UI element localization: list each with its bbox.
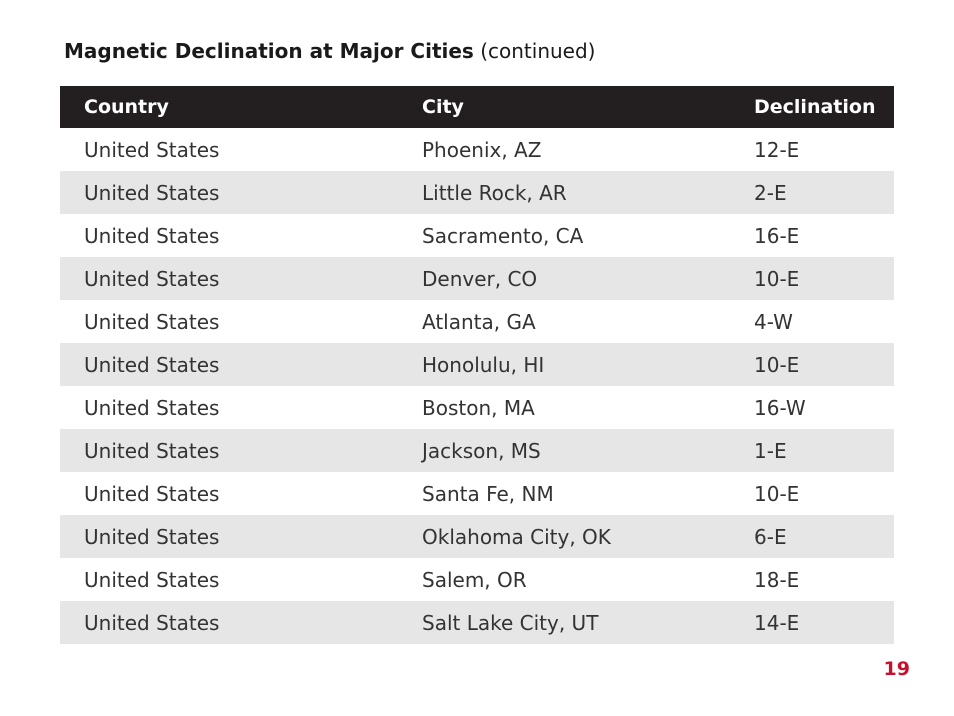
table-row: United States Salt Lake City, UT 14-E: [60, 601, 894, 644]
cell-country: United States: [84, 610, 220, 635]
cell-country: United States: [84, 438, 220, 463]
cell-declination: 14-E: [754, 610, 800, 635]
cell-declination: 18-E: [754, 567, 800, 592]
cell-country: United States: [84, 223, 220, 248]
declination-table: Country City Declination United States P…: [60, 86, 894, 644]
cell-city: Boston, MA: [422, 395, 535, 420]
heading-title: Magnetic Declination at Major Cities: [64, 39, 474, 63]
table-row: United States Jackson, MS 1-E: [60, 429, 894, 472]
table-row: United States Honolulu, HI 10-E: [60, 343, 894, 386]
cell-country: United States: [84, 524, 220, 549]
header-country: Country: [84, 96, 169, 118]
cell-country: United States: [84, 180, 220, 205]
heading-suffix: (continued): [480, 39, 596, 63]
header-declination: Declination: [754, 96, 876, 118]
cell-country: United States: [84, 395, 220, 420]
cell-city: Little Rock, AR: [422, 180, 567, 205]
cell-declination: 6-E: [754, 524, 787, 549]
table-row: United States Boston, MA 16-W: [60, 386, 894, 429]
cell-city: Santa Fe, NM: [422, 481, 554, 506]
cell-declination: 10-E: [754, 481, 800, 506]
cell-city: Atlanta, GA: [422, 309, 536, 334]
cell-country: United States: [84, 352, 220, 377]
table-row: United States Phoenix, AZ 12-E: [60, 128, 894, 171]
cell-country: United States: [84, 567, 220, 592]
header-city: City: [422, 96, 464, 118]
cell-city: Jackson, MS: [422, 438, 541, 463]
table-row: United States Denver, CO 10-E: [60, 257, 894, 300]
cell-country: United States: [84, 309, 220, 334]
cell-city: Phoenix, AZ: [422, 137, 542, 162]
cell-country: United States: [84, 481, 220, 506]
cell-declination: 4-W: [754, 309, 793, 334]
page-heading: Magnetic Declination at Major Cities (co…: [64, 39, 595, 63]
cell-city: Denver, CO: [422, 266, 538, 291]
table-row: United States Little Rock, AR 2-E: [60, 171, 894, 214]
cell-declination: 16-E: [754, 223, 800, 248]
cell-city: Honolulu, HI: [422, 352, 545, 377]
cell-declination: 10-E: [754, 266, 800, 291]
cell-country: United States: [84, 266, 220, 291]
cell-declination: 10-E: [754, 352, 800, 377]
table-row: United States Oklahoma City, OK 6-E: [60, 515, 894, 558]
page-number: 19: [883, 658, 910, 680]
table-row: United States Santa Fe, NM 10-E: [60, 472, 894, 515]
table-row: United States Sacramento, CA 16-E: [60, 214, 894, 257]
cell-city: Oklahoma City, OK: [422, 524, 611, 549]
cell-city: Salt Lake City, UT: [422, 610, 599, 635]
cell-declination: 2-E: [754, 180, 787, 205]
table-header-row: Country City Declination: [60, 86, 894, 128]
cell-declination: 16-W: [754, 395, 806, 420]
cell-city: Sacramento, CA: [422, 223, 584, 248]
cell-declination: 1-E: [754, 438, 787, 463]
cell-city: Salem, OR: [422, 567, 527, 592]
table-row: United States Atlanta, GA 4-W: [60, 300, 894, 343]
table-row: United States Salem, OR 18-E: [60, 558, 894, 601]
cell-country: United States: [84, 137, 220, 162]
cell-declination: 12-E: [754, 137, 800, 162]
